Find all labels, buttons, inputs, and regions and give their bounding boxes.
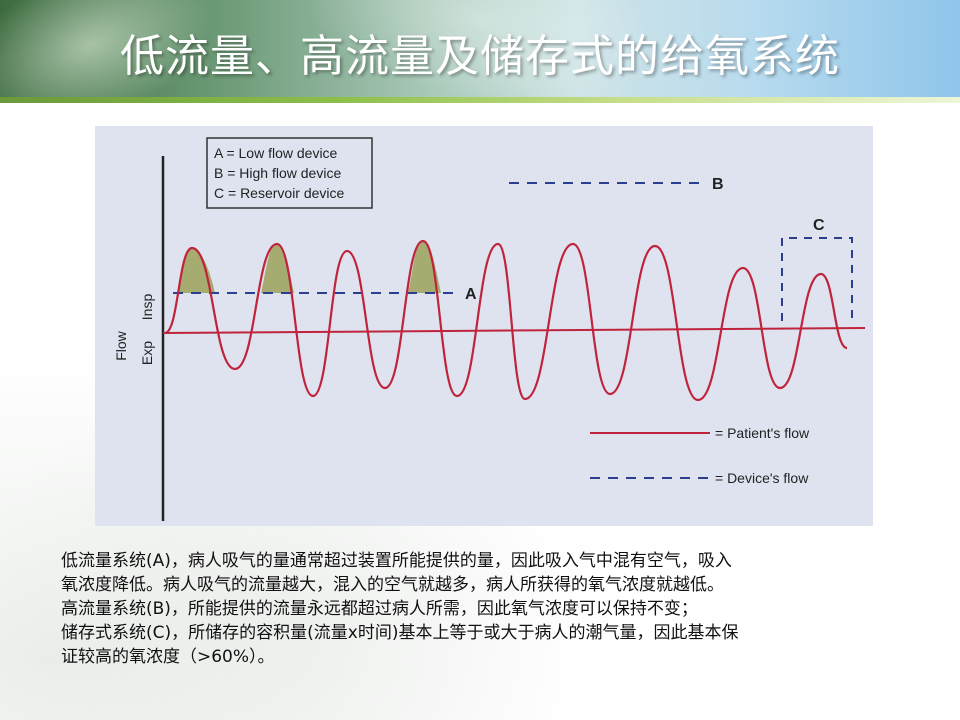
insp-label: Insp xyxy=(139,294,155,321)
caption-line: 证较高的氧浓度（>60%）。 xyxy=(61,647,275,667)
baseline-line xyxy=(162,327,866,334)
label-a: A xyxy=(465,286,477,303)
label-c: C xyxy=(813,217,825,234)
label-b: B xyxy=(712,176,724,193)
shaded-areas xyxy=(177,241,441,293)
caption-line: 高流量系统(B)，所能提供的流量永远都超过病人所需，因此氧气浓度可以保持不变； xyxy=(61,599,698,619)
slide-title: 低流量、高流量及储存式的给氧系统 xyxy=(120,31,840,82)
key-patient-label: = Patient's flow xyxy=(715,425,810,441)
device-deficit-area xyxy=(177,248,215,293)
flow-diagram-svg: A = Low flow device B = High flow device… xyxy=(113,137,866,521)
legend-line-b: B = High flow device xyxy=(214,165,341,181)
header-divider xyxy=(0,97,960,103)
flow-axis-label: Flow xyxy=(113,330,129,360)
device-deficit-area xyxy=(261,244,294,293)
caption-line: 低流量系统(A)，病人吸气的量通常超过装置所能提供的量，因此吸入气中混有空气，吸… xyxy=(61,551,732,571)
caption-line: 储存式系统(C)，所储存的容积量(流量x时间)基本上等于或大于病人的潮气量，因此… xyxy=(61,623,739,643)
key-device-label: = Device's flow xyxy=(715,470,809,486)
caption-line: 氧浓度降低。病人吸气的流量越大，混入的空气就越多，病人所获得的氧气浓度就越低。 xyxy=(61,575,724,595)
exp-label: Exp xyxy=(139,341,155,365)
slide-header: 低流量、高流量及储存式的给氧系统 xyxy=(0,0,960,97)
flow-diagram: A = Low flow device B = High flow device… xyxy=(95,126,873,526)
legend-line-a: A = Low flow device xyxy=(214,145,338,161)
legend-box xyxy=(206,137,373,209)
caption-text: 低流量系统(A)，病人吸气的量通常超过装置所能提供的量，因此吸入气中混有空气，吸… xyxy=(61,549,921,669)
device-c-reservoir-box xyxy=(781,237,853,321)
patient-flow-wave xyxy=(164,239,848,402)
legend-line-c: C = Reservoir device xyxy=(214,185,345,201)
device-deficit-area xyxy=(408,241,441,293)
